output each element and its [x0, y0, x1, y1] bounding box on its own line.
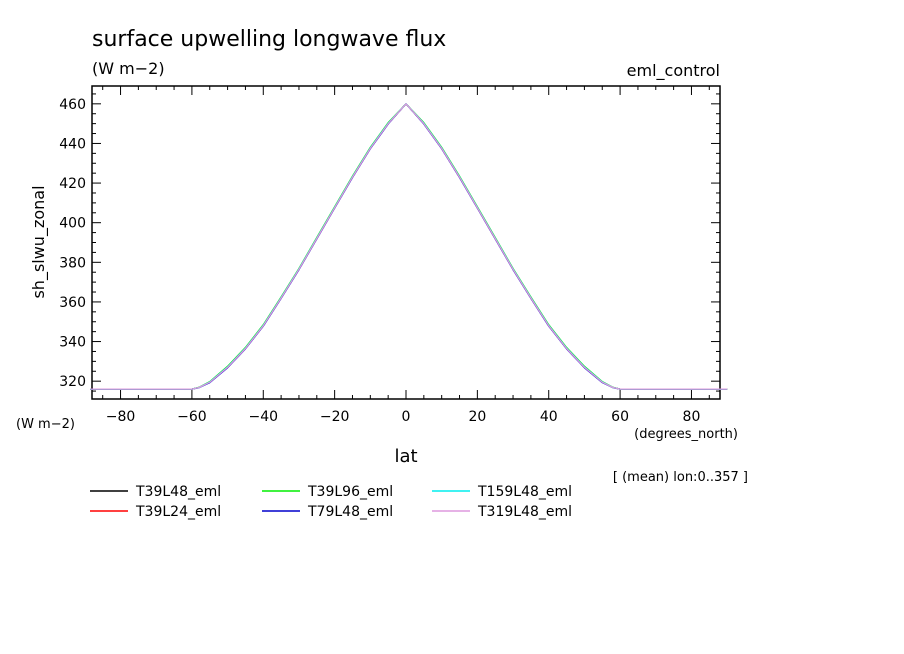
series-line-t159l48_eml — [90, 103, 728, 390]
x-tick-label: −60 — [177, 409, 207, 425]
y-tick-label: 420 — [59, 176, 86, 192]
y-tick-label: 320 — [59, 374, 86, 390]
x-axis-units: (degrees_north) — [634, 427, 738, 442]
experiment-label: eml_control — [627, 61, 720, 81]
legend-label: T39L96_eml — [307, 484, 393, 500]
y-axis-units: (W m−2) — [16, 417, 75, 432]
series-line-t39l48_eml — [90, 103, 728, 390]
x-axis-label: lat — [394, 446, 417, 467]
x-tick-label: 80 — [683, 409, 701, 425]
x-axis-ticks: −80 −60 −40 −20 0 20 40 60 80 — [102, 86, 710, 425]
chart-title: surface upwelling longwave flux — [92, 27, 446, 52]
x-tick-label: 60 — [611, 409, 629, 425]
series-lines — [90, 103, 728, 390]
y-tick-label: 460 — [59, 97, 86, 113]
legend-label: T159L48_eml — [477, 484, 572, 500]
x-tick-label: −40 — [248, 409, 278, 425]
mean-annotation: [ (mean) lon:0..357 ] — [613, 470, 748, 485]
y-tick-label: 340 — [59, 335, 86, 351]
x-tick-label: −80 — [106, 409, 136, 425]
x-tick-label: 0 — [402, 409, 411, 425]
legend-label: T39L48_eml — [135, 484, 221, 500]
y-tick-label: 380 — [59, 255, 86, 271]
legend-label: T79L48_eml — [307, 504, 393, 520]
series-line-t319l48_eml — [90, 103, 728, 390]
x-tick-label: 40 — [540, 409, 558, 425]
y-tick-label: 360 — [59, 295, 86, 311]
series-line-t39l96_eml — [90, 103, 728, 390]
chart-subtitle: (W m−2) — [92, 59, 165, 78]
y-tick-label: 440 — [59, 136, 86, 152]
y-axis-label: sh_slwu_zonal — [29, 185, 49, 298]
x-tick-label: 20 — [468, 409, 486, 425]
plot-frame — [91, 85, 721, 400]
legend: T39L48_eml T39L96_eml T159L48_eml T39L24_em… — [90, 484, 572, 520]
x-tick-label: −20 — [320, 409, 350, 425]
legend-label: T319L48_eml — [477, 504, 572, 520]
y-axis-ticks: 320 340 360 380 400 420 440 460 — [59, 93, 720, 392]
series-line-t39l24_eml — [90, 103, 728, 390]
series-line-t79l48_eml — [90, 103, 728, 390]
y-tick-label: 400 — [59, 216, 86, 232]
legend-label: T39L24_eml — [135, 504, 221, 520]
